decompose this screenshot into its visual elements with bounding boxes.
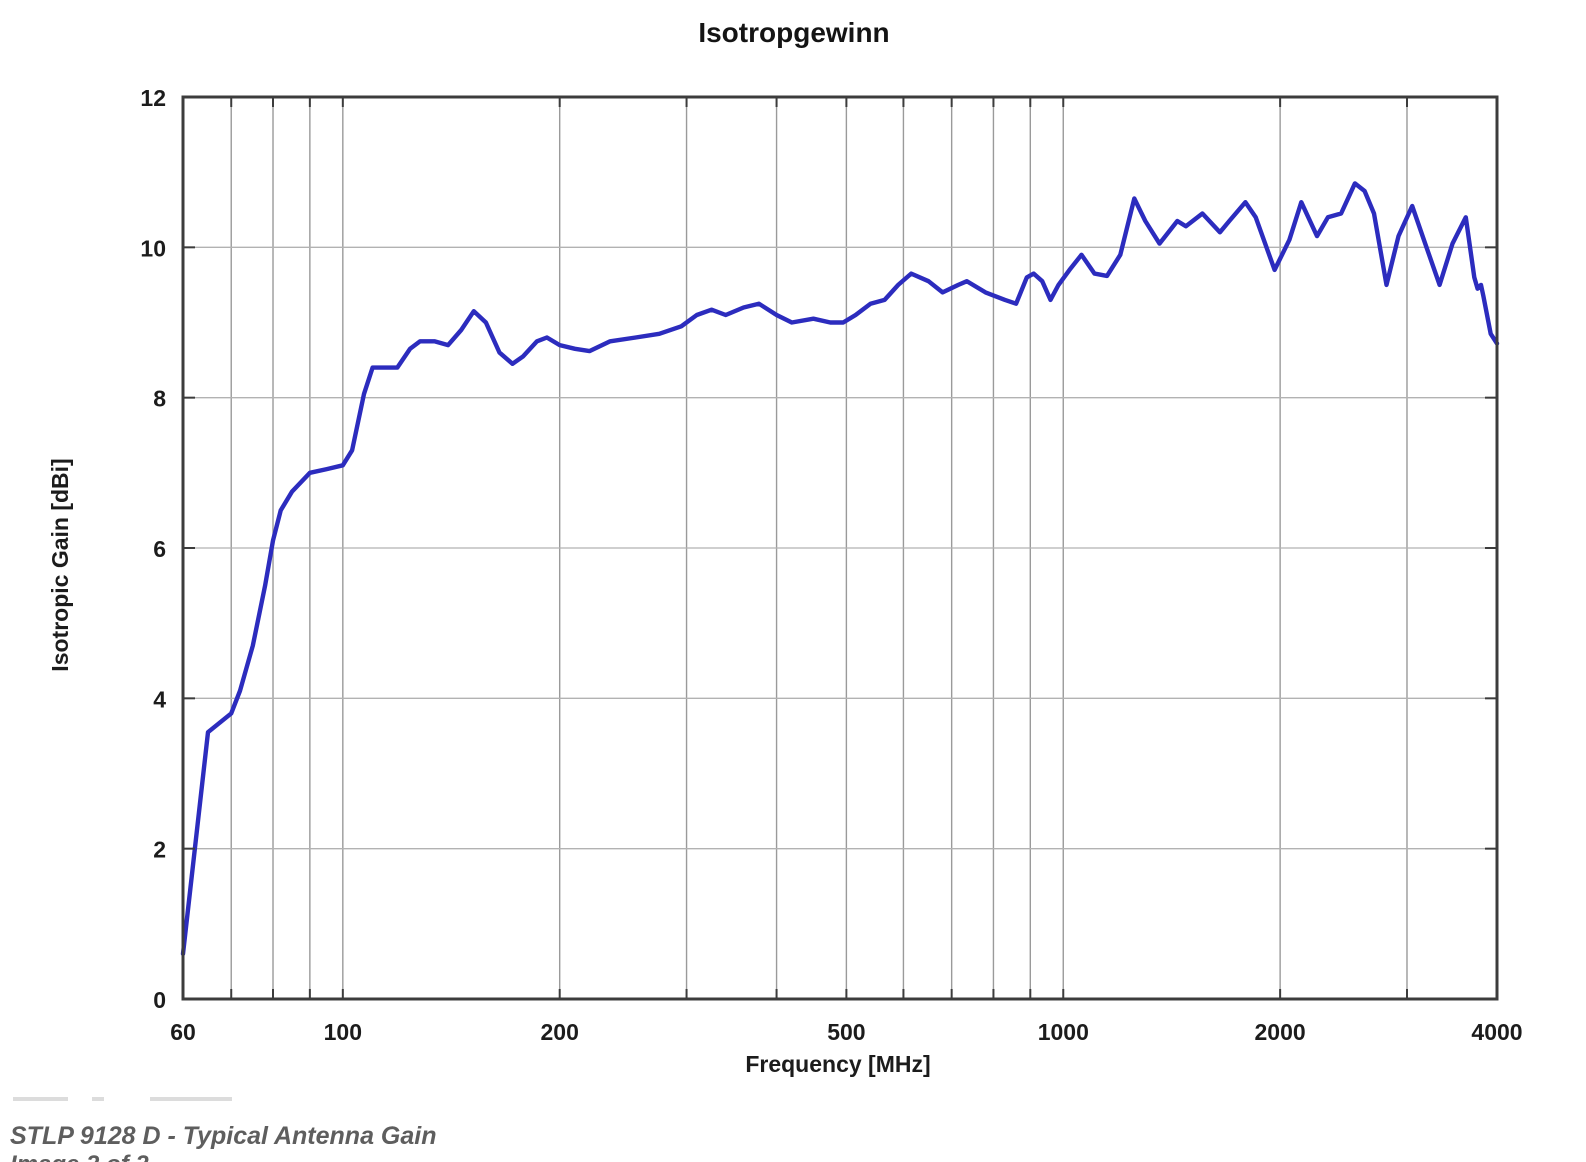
y-tick-label: 4 — [153, 686, 166, 712]
gain-line-series — [180, 181, 1500, 957]
scan-artifact — [13, 1097, 68, 1101]
y-axis-label: Isotropic Gain [dBi] — [47, 458, 73, 671]
x-tick-label: 2000 — [1255, 1019, 1306, 1045]
x-tick-label: 200 — [541, 1019, 579, 1045]
y-tick-label: 0 — [153, 987, 166, 1013]
tick-labels: 60 100 200 500 1000 2000 4000 0 2 4 6 8 10 12 — [140, 85, 1522, 1045]
scan-artifact — [92, 1097, 104, 1101]
x-tick-label: 100 — [324, 1019, 362, 1045]
y-tick-label: 2 — [153, 837, 166, 863]
x-tick-label: 4000 — [1471, 1019, 1522, 1045]
x-tick-label: 60 — [170, 1019, 196, 1045]
figure-caption: STLP 9128 D - Typical Antenna Gain — [10, 1122, 437, 1150]
plot-frame — [181, 95, 1499, 1001]
x-tick-label: 1000 — [1038, 1019, 1089, 1045]
y-tick-label: 10 — [140, 235, 166, 261]
y-tick-label: 12 — [140, 85, 166, 111]
y-tick-label: 8 — [153, 386, 166, 412]
x-tick-label: 500 — [827, 1019, 865, 1045]
chart-title: Isotropgewinn — [698, 17, 889, 48]
gain-curve — [180, 181, 1500, 957]
y-tick-label: 6 — [153, 536, 166, 562]
figure-caption-page-indicator: Image 2 of 2 — [10, 1151, 149, 1162]
scan-artifact — [150, 1097, 232, 1101]
antenna-gain-chart: Isotropgewinn 60 100 200 500 1000 2000 4000 0 2 4… — [47, 17, 1523, 1077]
gridlines — [183, 97, 1497, 999]
x-axis-label: Frequency [MHz] — [745, 1051, 930, 1077]
